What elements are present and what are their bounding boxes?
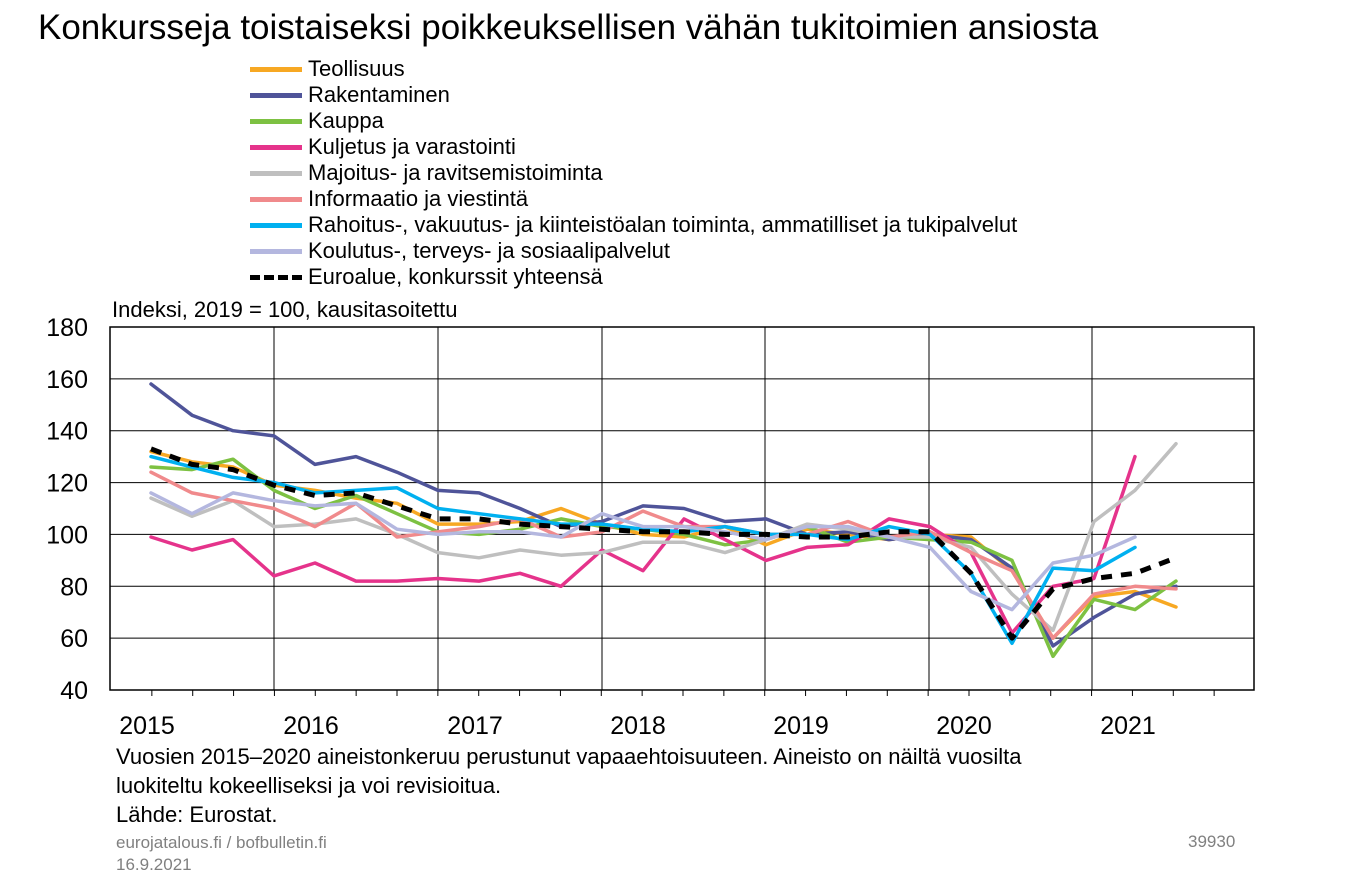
series-line [150, 446, 1177, 641]
legend-swatch [250, 145, 302, 150]
legend-label: Rakentaminen [308, 82, 450, 107]
y-tick-label: 40 [60, 677, 88, 705]
chart-note: Vuosien 2015–2020 aineistonkeruu perustu… [116, 742, 1022, 829]
series-line [149, 470, 1178, 640]
legend-swatch [250, 119, 302, 124]
note-line: luokiteltu kokeelliseksi ja voi revisioi… [116, 773, 502, 798]
legend-label: Kauppa [308, 108, 384, 133]
y-tick-label: 160 [46, 366, 88, 394]
x-tick-label: 2015 [119, 712, 175, 740]
legend-swatch [250, 249, 302, 254]
legend-swatch [250, 93, 302, 98]
y-tick-label: 80 [60, 573, 88, 601]
legend-swatch [250, 223, 302, 228]
series-line [149, 491, 1137, 612]
footer: eurojatalous.fi / bofbulletin.fi 16.9.20… [116, 832, 327, 876]
x-tick-label: 2019 [773, 712, 829, 740]
legend-label: Majoitus- ja ravitsemistoiminta [308, 160, 603, 185]
chart-code: 39930 [1188, 832, 1236, 851]
x-tick-label: 2018 [610, 712, 666, 740]
y-tick-label: 140 [46, 418, 88, 446]
note-line: Vuosien 2015–2020 aineistonkeruu perustu… [116, 744, 1022, 769]
y-tick-label: 60 [60, 625, 88, 653]
legend-label: Informaatio ja viestintä [308, 186, 529, 211]
plot-frame [109, 326, 1255, 691]
x-tick-label: 2020 [936, 712, 992, 740]
y-tick-label: 180 [46, 314, 88, 342]
legend-label: Koulutus-, terveys- ja sosiaalipalvelut [308, 238, 670, 263]
x-tick-label: 2017 [447, 712, 503, 740]
footer-sites: eurojatalous.fi / bofbulletin.fi [116, 833, 327, 852]
y-tick-label: 120 [46, 470, 88, 498]
series-line [149, 382, 1178, 648]
footer-date: 16.9.2021 [116, 855, 192, 874]
legend-label: Teollisuus [308, 56, 405, 81]
y-tick-label: 100 [46, 521, 88, 549]
x-tick-label: 2021 [1100, 712, 1156, 740]
legend-label: Kuljetus ja varastointi [308, 134, 516, 159]
legend-label: Rahoitus-, vakuutus- ja kiinteistöalan t… [308, 212, 1018, 237]
legend-swatch [250, 275, 302, 280]
source-line: Lähde: Eurostat. [116, 802, 278, 827]
legend-swatch [250, 171, 302, 176]
legend-swatch [250, 67, 302, 72]
chart-title: Konkursseja toistaiseksi poikkeuksellise… [38, 8, 1099, 47]
legend-label: Euroalue, konkurssit yhteensä [308, 264, 603, 289]
unit-label: Indeksi, 2019 = 100, kausitasoitettu [112, 297, 458, 322]
legend-swatch [250, 197, 302, 202]
x-tick-label: 2016 [283, 712, 339, 740]
